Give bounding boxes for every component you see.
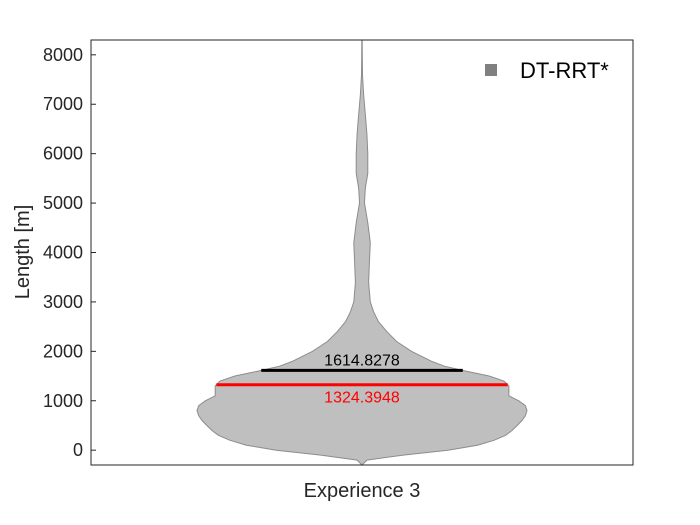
legend-label: DT-RRT* bbox=[520, 58, 609, 83]
legend: DT-RRT* bbox=[485, 58, 609, 83]
y-tick-label: 6000 bbox=[43, 144, 83, 164]
legend-marker bbox=[485, 64, 497, 76]
median-label: 1324.3948 bbox=[324, 390, 400, 407]
y-tick-label: 0 bbox=[73, 440, 83, 460]
y-axis-label: Length [m] bbox=[12, 205, 34, 300]
y-tick-label: 1000 bbox=[43, 391, 83, 411]
y-tick-label: 7000 bbox=[43, 94, 83, 114]
y-axis: 0 1000 2000 3000 4000 5000 6000 7000 8000 bbox=[43, 45, 96, 460]
y-tick-label: 2000 bbox=[43, 341, 83, 361]
y-tick-label: 4000 bbox=[43, 243, 83, 263]
mean-label: 1614.8278 bbox=[324, 352, 400, 369]
y-tick-label: 3000 bbox=[43, 292, 83, 312]
plot-area: 1614.8278 1324.3948 bbox=[196, 39, 528, 466]
y-tick-label: 5000 bbox=[43, 193, 83, 213]
x-axis-label: Experience 3 bbox=[304, 480, 421, 502]
y-tick-label: 8000 bbox=[43, 45, 83, 65]
